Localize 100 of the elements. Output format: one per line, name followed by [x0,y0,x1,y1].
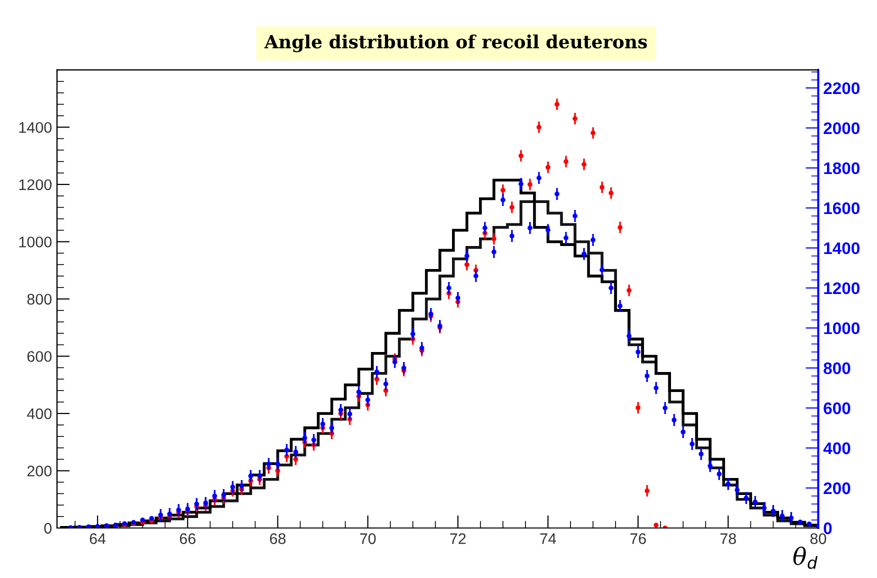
point [536,124,542,130]
point [734,488,740,492]
point [626,288,632,293]
point [608,190,614,196]
point [374,370,380,374]
point [770,508,776,514]
point [716,472,722,476]
chart-title: Angle distribution of recoil deuterons [264,34,647,52]
point [600,184,604,190]
point [788,516,794,520]
point [230,484,236,490]
point [644,488,650,494]
point [492,236,496,242]
point [798,520,803,524]
point [158,512,164,518]
point [644,374,650,378]
y-tick-label: 400 [27,408,52,420]
x-tick-label: 70 [360,533,376,544]
point [582,252,586,256]
y-tick-label: 1200 [19,179,52,190]
point [320,422,326,426]
point [410,332,416,336]
point [266,462,272,466]
point [636,350,640,354]
point [608,286,614,290]
point [654,522,658,528]
point [654,386,658,390]
point [680,430,686,434]
x-axis-title: θ$_{d}$ [793,546,818,569]
point [338,408,344,412]
point [492,250,496,254]
point [662,406,668,410]
y-tick-label: 1400 [19,122,52,133]
x-tick-label: 78 [720,533,736,544]
point [275,462,280,466]
y-tick-label: 800 [27,294,52,305]
point [564,159,568,164]
point [590,238,596,242]
point [329,426,334,430]
point [636,405,640,410]
point [554,192,560,196]
point [221,492,226,498]
y-tick-label: 600 [27,351,52,362]
point [546,228,550,232]
x-tick-label: 74 [540,533,556,544]
y2-tick-label: 600 [824,402,850,414]
point [672,418,677,422]
point [474,274,478,278]
point [600,268,604,272]
point [401,366,406,370]
point [446,286,452,290]
y2-tick-label: 200 [824,482,850,494]
y2-tick-label: 400 [823,442,850,454]
point [500,198,506,202]
point [176,508,182,512]
point [518,182,524,186]
y2-tick-label: 1000 [824,322,860,334]
point [212,494,218,498]
point [510,204,514,210]
point [356,390,362,394]
point [419,346,424,350]
point [500,188,506,193]
point [365,398,370,402]
x-tick-label: 66 [180,533,196,544]
point [572,116,578,122]
x-tick-label: 64 [90,533,106,544]
point [149,516,154,521]
point [77,524,82,528]
point [302,436,308,440]
point [546,164,550,170]
point [257,474,262,478]
point [690,442,695,446]
point [590,130,596,136]
point [194,502,200,506]
point [618,224,622,230]
point [482,226,488,230]
x-tick-label: 68 [270,533,286,544]
y2-tick-label: 1400 [824,242,860,254]
point [140,518,145,522]
point [626,334,632,338]
point [464,262,470,268]
point [572,214,578,218]
point [618,304,622,308]
point [554,102,560,107]
point [428,312,434,316]
point [383,382,388,386]
point [528,182,532,187]
point [518,153,524,158]
point [167,512,172,516]
y-tick-label: 1000 [19,236,52,248]
y2-tick-label: 1600 [824,202,860,214]
point [239,484,244,488]
point [455,296,460,300]
x-tick-label: 80 [810,533,826,544]
point [744,496,749,500]
y2-tick-label: 800 [824,362,850,374]
y-tick-label: 200 [27,466,52,476]
point [293,450,298,454]
point [528,226,532,230]
point [564,236,568,240]
